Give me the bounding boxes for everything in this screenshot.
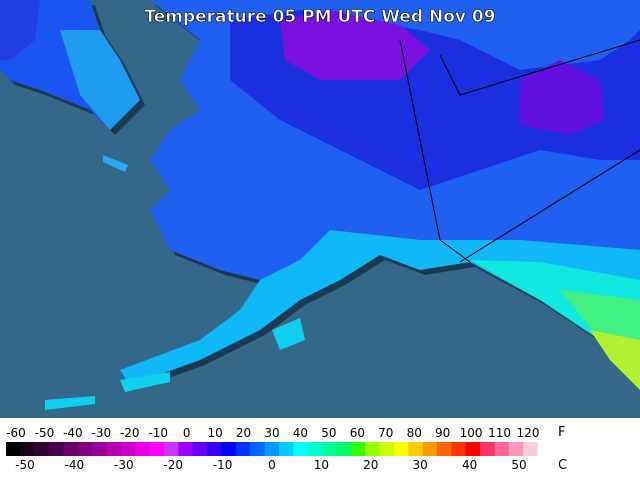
- fahrenheit-tick-label: 80: [407, 426, 422, 440]
- color-swatch: [63, 442, 79, 456]
- celsius-tick-label: 40: [462, 458, 477, 472]
- color-swatch: [20, 442, 36, 456]
- fahrenheit-tick-label: 120: [517, 426, 540, 440]
- celsius-tick-label: -40: [65, 458, 85, 472]
- color-swatch: [135, 442, 151, 456]
- color-swatch: [192, 442, 208, 456]
- border: [439, 39, 640, 96]
- celsius-tick-label: 20: [363, 458, 378, 472]
- map: Temperature 05 PM UTC Wed Nov 09: [0, 0, 640, 418]
- fahrenheit-unit: F: [558, 425, 565, 440]
- siberia-cold: [0, 0, 40, 60]
- color-swatch: [207, 442, 223, 456]
- celsius-tick-label: 0: [268, 458, 276, 472]
- color-swatch: [523, 442, 539, 456]
- color-swatch: [178, 442, 194, 456]
- celsius-tick-label: -50: [15, 458, 35, 472]
- celsius-tick-label: 50: [511, 458, 526, 472]
- map-title: Temperature 05 PM UTC Wed Nov 09: [144, 7, 495, 27]
- color-swatch: [77, 442, 93, 456]
- fahrenheit-tick-label: 20: [236, 426, 251, 440]
- color-swatch: [92, 442, 108, 456]
- color-swatch: [480, 442, 496, 456]
- fahrenheit-tick-label: -60: [6, 426, 26, 440]
- color-swatch: [365, 442, 381, 456]
- color-swatch: [336, 442, 352, 456]
- coastal-zone: [470, 260, 640, 390]
- island: [120, 372, 170, 392]
- color-swatch: [379, 442, 395, 456]
- color-swatch: [120, 442, 136, 456]
- very-cold-zone: [280, 10, 430, 80]
- color-swatch: [451, 442, 467, 456]
- fahrenheit-tick-label: -50: [35, 426, 55, 440]
- color-swatch: [34, 442, 50, 456]
- color-swatch: [307, 442, 323, 456]
- celsius-tick-label: 30: [413, 458, 428, 472]
- fahrenheit-tick-label: 60: [350, 426, 365, 440]
- border: [459, 149, 640, 263]
- celsius-tick-label: -20: [163, 458, 183, 472]
- celsius-unit: C: [558, 458, 567, 473]
- color-swatch: [393, 442, 409, 456]
- color-swatch: [49, 442, 64, 456]
- fahrenheit-tick-label: 40: [293, 426, 308, 440]
- legend: F C -60 -50 -40 -30 -20 -10 0 10 20 30 40 50 60 70 80 9…: [6, 425, 567, 473]
- fahrenheit-tick-label: 50: [321, 426, 336, 440]
- color-swatch: [465, 442, 481, 456]
- fahrenheit-tick-label: 100: [460, 426, 483, 440]
- fahrenheit-tick-label: 70: [378, 426, 393, 440]
- fahrenheit-tick-label: 90: [435, 426, 450, 440]
- color-swatch: [250, 442, 266, 456]
- very-cold-zone-east: [520, 60, 605, 135]
- color-swatch: [293, 442, 309, 456]
- color-swatch: [235, 442, 251, 456]
- color-swatch: [106, 442, 122, 456]
- fahrenheit-tick-label: -40: [63, 426, 83, 440]
- color-swatch: [149, 442, 165, 456]
- border: [399, 39, 471, 263]
- island: [272, 318, 305, 350]
- fahrenheit-tick-label: -10: [148, 426, 168, 440]
- color-swatch: [6, 442, 21, 456]
- color-swatch: [508, 442, 524, 456]
- fahrenheit-tick-label: 110: [488, 426, 511, 440]
- celsius-tick-label: 10: [314, 458, 329, 472]
- fahrenheit-tick-label: 30: [264, 426, 279, 440]
- fahrenheit-tick-label: -30: [92, 426, 112, 440]
- color-swatch: [221, 442, 237, 456]
- color-swatch: [322, 442, 337, 456]
- color-swatch: [350, 442, 366, 456]
- color-swatch: [437, 442, 452, 456]
- color-swatch: [264, 442, 280, 456]
- color-swatch: [279, 442, 294, 456]
- celsius-tick-label: -10: [213, 458, 233, 472]
- color-swatch: [537, 442, 553, 456]
- fahrenheit-tick-label: 10: [207, 426, 222, 440]
- celsius-tick-label: -30: [114, 458, 134, 472]
- island: [103, 155, 128, 172]
- color-swatch: [422, 442, 438, 456]
- southeast-warm: [590, 330, 640, 390]
- chukotka-warm: [60, 30, 140, 130]
- color-swatch: [408, 442, 424, 456]
- color-swatch: [164, 442, 179, 456]
- fahrenheit-tick-label: 0: [183, 426, 191, 440]
- fahrenheit-tick-label: -20: [120, 426, 140, 440]
- color-swatch: [494, 442, 510, 456]
- island: [45, 396, 95, 410]
